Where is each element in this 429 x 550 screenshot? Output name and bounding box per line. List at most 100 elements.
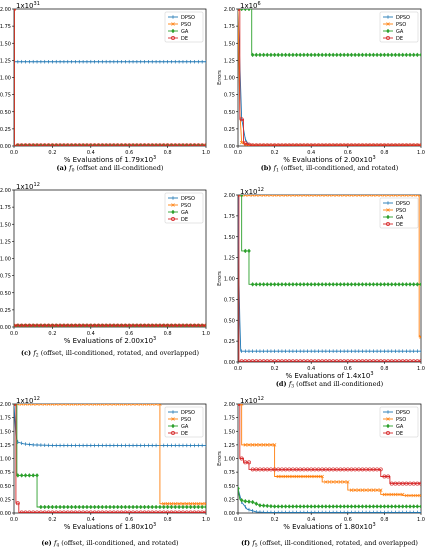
marker bbox=[309, 143, 314, 146]
marker bbox=[58, 404, 62, 406]
marker bbox=[298, 467, 303, 472]
marker bbox=[254, 359, 259, 362]
marker bbox=[302, 504, 306, 509]
marker bbox=[298, 359, 303, 362]
legend-box bbox=[379, 197, 419, 229]
marker bbox=[243, 460, 248, 465]
marker bbox=[150, 404, 154, 406]
marker bbox=[261, 503, 266, 508]
marker bbox=[142, 143, 147, 146]
x-tick-label: 0.8 bbox=[164, 517, 172, 523]
marker bbox=[254, 467, 259, 472]
marker bbox=[375, 195, 379, 197]
y-tick-label: 2.00 bbox=[0, 402, 11, 408]
marker bbox=[169, 323, 174, 327]
marker bbox=[404, 493, 409, 498]
marker bbox=[382, 474, 387, 479]
marker bbox=[119, 504, 124, 510]
x-tick-label: 0.6 bbox=[344, 517, 352, 523]
marker bbox=[378, 282, 383, 287]
marker bbox=[127, 504, 132, 510]
panel-caption: (c) f2 (offset, ill-conditioned, rotated… bbox=[21, 349, 199, 359]
marker bbox=[411, 52, 416, 58]
marker bbox=[250, 195, 255, 197]
marker bbox=[239, 117, 244, 122]
marker bbox=[239, 9, 244, 12]
marker bbox=[320, 467, 325, 472]
legend-label-ga: GA bbox=[396, 424, 404, 430]
legend-label-de: DE bbox=[396, 431, 403, 437]
series-markers-de bbox=[238, 404, 421, 486]
marker bbox=[400, 52, 405, 58]
marker bbox=[171, 203, 175, 207]
marker bbox=[276, 474, 281, 479]
marker bbox=[400, 359, 405, 362]
marker bbox=[85, 510, 89, 513]
marker bbox=[404, 195, 409, 197]
y-tick-label: 0.50 bbox=[224, 318, 235, 324]
marker bbox=[393, 481, 398, 486]
series-markers-de bbox=[14, 404, 206, 513]
marker bbox=[386, 431, 390, 435]
legend-label-de: DE bbox=[396, 222, 403, 228]
marker bbox=[173, 143, 178, 146]
marker bbox=[323, 359, 328, 362]
series-group bbox=[238, 195, 421, 362]
series-markers-pso bbox=[14, 404, 206, 506]
marker bbox=[238, 486, 240, 491]
marker bbox=[320, 504, 325, 509]
x-axis-label-exponent: 3 bbox=[373, 522, 376, 528]
marker bbox=[100, 143, 105, 146]
scale-factor: 1x1012 bbox=[16, 396, 40, 405]
marker bbox=[327, 359, 332, 362]
marker bbox=[146, 323, 151, 327]
marker bbox=[184, 504, 189, 510]
marker bbox=[192, 323, 197, 327]
chart-panel-5: 0.00 0.25 0.50 0.75 1.00 1.25 1.50 1.75 2.00 0.0 0… bbox=[0, 396, 210, 549]
marker bbox=[353, 359, 358, 362]
marker bbox=[85, 504, 89, 510]
marker bbox=[204, 143, 206, 146]
marker bbox=[393, 52, 398, 58]
marker bbox=[294, 359, 299, 362]
legend-box bbox=[379, 406, 419, 438]
marker bbox=[357, 488, 361, 492]
marker bbox=[386, 504, 390, 509]
x-tick-label: 0.2 bbox=[271, 366, 279, 372]
marker bbox=[302, 474, 306, 479]
marker bbox=[14, 9, 16, 11]
marker bbox=[19, 143, 24, 146]
x-axis-label-exponent: 3 bbox=[153, 336, 156, 342]
marker bbox=[171, 28, 175, 34]
marker bbox=[261, 443, 266, 447]
scale-exponent: 12 bbox=[258, 396, 264, 402]
y-tick-label: 1.00 bbox=[0, 457, 11, 463]
x-tick-label: 0.2 bbox=[48, 517, 56, 523]
chart-panel-1: 0.000.250.500.751.001.251.501.752.000.0 0… bbox=[0, 1, 210, 174]
marker bbox=[404, 481, 409, 486]
marker bbox=[54, 404, 58, 406]
marker bbox=[389, 195, 394, 197]
marker bbox=[108, 323, 112, 327]
marker bbox=[353, 467, 358, 472]
marker bbox=[382, 492, 387, 497]
marker bbox=[247, 248, 251, 254]
x-axis-label-exponent: 3 bbox=[373, 155, 376, 161]
marker bbox=[353, 143, 358, 146]
marker bbox=[247, 443, 251, 447]
marker bbox=[188, 501, 193, 506]
caption-text: (offset, ill-conditioned, and rotated) bbox=[279, 164, 399, 172]
marker bbox=[323, 504, 328, 509]
legend-label-dpso: DPSO bbox=[181, 410, 195, 416]
marker bbox=[294, 195, 299, 197]
marker bbox=[243, 195, 248, 197]
caption-letter: (e) bbox=[41, 539, 54, 547]
marker bbox=[386, 52, 390, 58]
legend-label-ga: GA bbox=[181, 424, 189, 430]
marker bbox=[131, 323, 135, 327]
marker bbox=[27, 473, 32, 478]
series-markers-de bbox=[14, 9, 206, 146]
marker bbox=[58, 510, 63, 513]
marker bbox=[415, 52, 420, 58]
